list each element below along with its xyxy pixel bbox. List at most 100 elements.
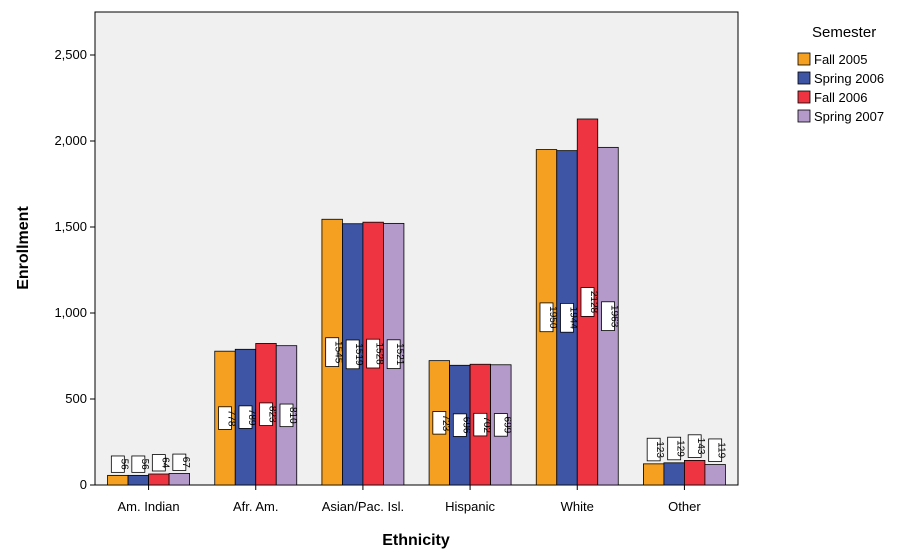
legend-swatch (797, 52, 811, 66)
data-label-text: 810 (287, 407, 298, 424)
data-label-text: 1545 (333, 341, 344, 364)
y-tick-label: 2,000 (54, 133, 87, 148)
data-label-text: 2128 (588, 291, 599, 314)
x-axis: Am. Indian Afr. Am. Asian/Pac. Isl. Hispani… (118, 485, 701, 514)
bar (127, 474, 149, 486)
y-tick-label: 1,000 (54, 305, 87, 320)
data-label-box (473, 412, 488, 437)
data-label-box (259, 402, 273, 426)
y-axis: 0 500 1,000 1,500 2,000 2,500 (54, 47, 95, 492)
bar (107, 474, 129, 486)
data-label-box (279, 403, 294, 428)
y-axis-title: Enrollment (15, 206, 32, 290)
x-tick-label: Hispanic (445, 499, 495, 514)
data-label-text: 823 (267, 406, 278, 423)
legend-label: Fall 2005 (814, 52, 867, 67)
data-label: 1521 (386, 339, 405, 369)
data-label: 56 (110, 455, 129, 473)
x-tick-label: Other (668, 499, 701, 514)
data-label: 1963 (601, 301, 620, 331)
data-label-box (110, 455, 125, 473)
data-label: 56 (131, 455, 150, 473)
data-label: 129 (667, 436, 686, 461)
legend-label: Spring 2007 (814, 109, 884, 124)
data-label-box (708, 438, 723, 462)
data-label-text: 702 (481, 416, 492, 433)
data-label-text: 67 (180, 457, 191, 469)
data-label-text: 119 (716, 442, 727, 458)
data-label: 696 (452, 413, 471, 437)
data-label-box (493, 413, 508, 437)
legend-swatch (797, 90, 811, 104)
data-label-text: 56 (118, 459, 129, 471)
data-label-box (325, 337, 340, 367)
data-label: 1528 (366, 338, 385, 369)
data-label-box (345, 339, 360, 370)
plot-area (94, 11, 739, 486)
data-label-text: 778 (226, 410, 237, 427)
data-label-text: 123 (654, 441, 665, 458)
legend-label: Fall 2006 (814, 90, 867, 105)
data-label: 723 (432, 411, 451, 435)
data-label: 810 (279, 403, 298, 428)
data-label-text: 1963 (609, 305, 620, 328)
x-tick-label: Am. Indian (118, 499, 180, 514)
legend: Semester Fall 2005 Spring 2006 Fall 2006 Sp… (797, 24, 884, 124)
data-label-text: 789 (246, 409, 257, 426)
data-label-box (539, 302, 554, 333)
data-label-box (687, 434, 702, 458)
data-label-box (560, 303, 574, 333)
bar (168, 473, 190, 486)
bars: 56 56 64 67 778 789 823 810 1545 1519 1528 1521 723 6… (107, 118, 727, 486)
data-label: 67 (172, 453, 191, 471)
data-label-box (218, 406, 232, 430)
data-label-box (238, 405, 253, 429)
data-label-text: 696 (460, 417, 471, 434)
data-label-text: 1519 (353, 343, 364, 366)
data-label-text: 129 (675, 440, 686, 457)
data-label-text: 56 (139, 459, 150, 471)
data-label-text: 1528 (374, 342, 385, 365)
bar (704, 464, 726, 486)
data-label-box (366, 338, 381, 369)
data-label: 119 (708, 438, 727, 462)
data-label-box (667, 436, 682, 461)
y-tick-label: 2,500 (54, 47, 87, 62)
data-label: 2128 (580, 287, 599, 317)
data-label-box (646, 437, 661, 462)
data-label: 789 (238, 405, 257, 429)
data-label: 778 (218, 406, 237, 430)
bar (663, 462, 685, 486)
data-label: 1950 (539, 302, 558, 333)
data-label-box (432, 411, 447, 435)
data-label-text: 64 (159, 457, 170, 469)
data-label-text: 143 (695, 438, 706, 455)
x-tick-label: Asian/Pac. Isl. (322, 499, 404, 514)
data-label: 1545 (325, 337, 344, 367)
data-label-box (131, 455, 146, 473)
data-label: 1519 (345, 339, 364, 370)
data-label-text: 699 (501, 417, 512, 434)
bar (643, 463, 665, 486)
x-tick-label: Afr. Am. (233, 499, 279, 514)
data-label-text: 1944 (568, 307, 579, 330)
data-label: 64 (151, 454, 170, 472)
bar (148, 473, 170, 486)
legend-label: Spring 2006 (814, 71, 884, 86)
y-tick-label: 1,500 (54, 219, 87, 234)
data-label: 123 (646, 437, 665, 462)
legend-swatch (797, 109, 811, 123)
data-label-box (580, 287, 595, 317)
bar (684, 460, 706, 486)
data-label-text: 723 (440, 414, 451, 431)
data-label: 699 (493, 413, 512, 437)
data-label-box (452, 413, 467, 437)
data-label: 702 (473, 412, 492, 437)
data-label-box (386, 339, 401, 369)
data-label-box (151, 454, 166, 472)
data-label: 143 (687, 434, 706, 458)
x-tick-label: White (561, 499, 594, 514)
data-label: 823 (259, 402, 278, 426)
x-axis-title: Ethnicity (382, 532, 450, 549)
